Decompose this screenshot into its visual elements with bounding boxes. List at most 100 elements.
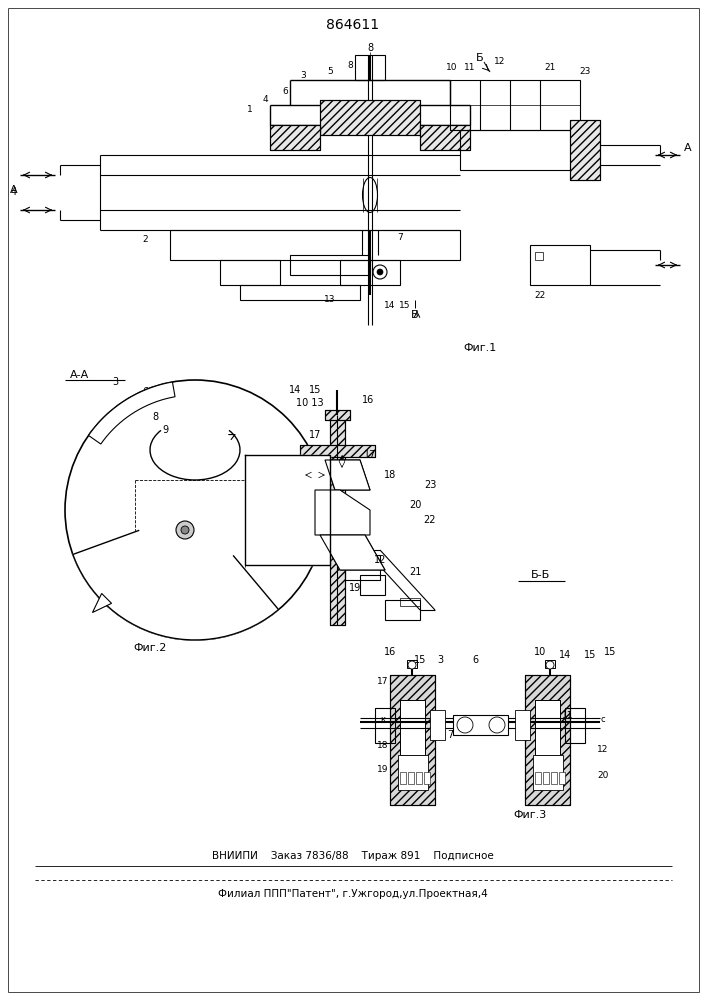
- Text: Фиг.2: Фиг.2: [134, 643, 167, 653]
- Bar: [325, 410, 350, 420]
- Bar: [543, 772, 549, 784]
- Bar: [416, 772, 422, 784]
- Text: 15: 15: [399, 300, 411, 310]
- Text: 22: 22: [423, 515, 436, 525]
- Polygon shape: [320, 535, 385, 570]
- Text: 23: 23: [423, 480, 436, 490]
- Polygon shape: [325, 460, 370, 490]
- Bar: [325, 410, 350, 420]
- Text: 10: 10: [534, 647, 546, 657]
- Text: 9: 9: [162, 425, 168, 435]
- Bar: [424, 772, 430, 784]
- Text: 8: 8: [152, 412, 158, 422]
- Bar: [400, 772, 406, 784]
- Bar: [551, 772, 557, 784]
- Bar: [535, 700, 560, 755]
- Text: 20: 20: [409, 500, 421, 510]
- Bar: [408, 772, 414, 784]
- Text: 15: 15: [414, 655, 426, 665]
- Text: 12: 12: [374, 555, 386, 565]
- Text: 17: 17: [309, 430, 321, 440]
- Circle shape: [408, 661, 416, 669]
- Text: 7: 7: [447, 730, 453, 740]
- Text: 14: 14: [559, 650, 571, 660]
- Bar: [240, 285, 360, 300]
- Text: 14: 14: [289, 385, 301, 395]
- Circle shape: [489, 717, 505, 733]
- Text: 17: 17: [364, 450, 376, 460]
- Bar: [345, 555, 380, 580]
- Text: 19: 19: [378, 766, 389, 774]
- Bar: [290, 255, 370, 275]
- Text: 14: 14: [385, 300, 396, 310]
- Bar: [398, 755, 428, 790]
- Bar: [533, 755, 563, 790]
- Circle shape: [377, 269, 383, 275]
- Bar: [545, 660, 555, 668]
- Bar: [570, 120, 600, 180]
- Text: 15: 15: [309, 385, 321, 395]
- Circle shape: [181, 526, 189, 534]
- Polygon shape: [88, 382, 175, 444]
- Text: А-А: А-А: [71, 370, 90, 380]
- Text: 3: 3: [437, 655, 443, 665]
- Bar: [515, 710, 530, 740]
- Text: 21: 21: [409, 567, 421, 577]
- Text: Б: Б: [411, 310, 419, 320]
- Text: Б: Б: [477, 53, 484, 63]
- Bar: [300, 445, 375, 457]
- Bar: [530, 245, 590, 285]
- Bar: [450, 80, 580, 130]
- Polygon shape: [73, 531, 279, 640]
- Text: 22: 22: [534, 290, 546, 300]
- Text: 20: 20: [597, 770, 609, 780]
- Bar: [270, 125, 320, 150]
- Text: Б-Б: Б-Б: [530, 570, 549, 580]
- Text: 3: 3: [112, 377, 118, 387]
- Bar: [407, 660, 417, 668]
- Text: 19: 19: [349, 583, 361, 593]
- Text: 5: 5: [327, 68, 333, 77]
- Text: 8: 8: [367, 43, 373, 53]
- Bar: [420, 125, 470, 150]
- Bar: [220, 260, 280, 285]
- Bar: [330, 415, 345, 625]
- Text: 2: 2: [142, 235, 148, 244]
- Text: 18: 18: [384, 470, 396, 480]
- Text: А: А: [10, 185, 18, 195]
- Text: 10 13: 10 13: [296, 398, 324, 408]
- Bar: [320, 100, 420, 135]
- Text: с: с: [601, 716, 605, 724]
- Text: Фиг.3: Фиг.3: [513, 810, 547, 820]
- Bar: [340, 260, 400, 285]
- Bar: [390, 675, 435, 805]
- Text: 8: 8: [347, 60, 353, 70]
- Bar: [355, 55, 385, 80]
- Text: 6: 6: [142, 387, 148, 397]
- Bar: [360, 575, 385, 595]
- Text: 864611: 864611: [327, 18, 380, 32]
- Bar: [559, 772, 565, 784]
- Text: 21: 21: [544, 64, 556, 73]
- Bar: [453, 715, 508, 735]
- Text: 11: 11: [562, 710, 574, 720]
- Polygon shape: [93, 593, 112, 613]
- Text: 11: 11: [464, 64, 476, 73]
- Text: Филиал ППП"Патент", г.Ужгород,ул.Проектная,4: Филиал ППП"Патент", г.Ужгород,ул.Проектн…: [218, 889, 488, 899]
- Text: 4: 4: [11, 187, 17, 197]
- Bar: [430, 710, 445, 740]
- Text: 23: 23: [579, 68, 590, 77]
- Bar: [385, 600, 420, 620]
- Bar: [300, 445, 375, 457]
- Text: 1: 1: [247, 105, 253, 114]
- Bar: [535, 252, 543, 260]
- Bar: [460, 130, 590, 170]
- Bar: [170, 230, 460, 260]
- Bar: [375, 708, 395, 743]
- Bar: [570, 120, 600, 180]
- Text: 17: 17: [378, 678, 389, 686]
- Text: Фиг.1: Фиг.1: [463, 343, 496, 353]
- Text: 15: 15: [584, 650, 596, 660]
- Bar: [330, 415, 345, 625]
- Text: 10: 10: [446, 64, 457, 73]
